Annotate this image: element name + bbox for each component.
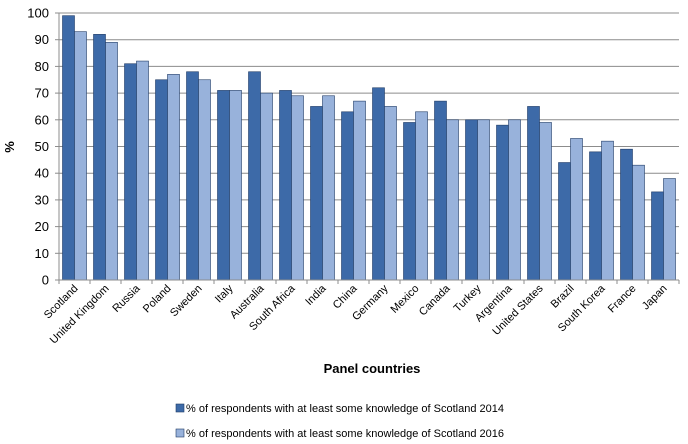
bar-2014 xyxy=(589,151,602,281)
x-tick-label: Canada xyxy=(417,282,453,318)
bar-2014 xyxy=(186,71,199,281)
bar-2016 xyxy=(136,60,149,281)
bar-2016 xyxy=(291,95,304,281)
x-axis-title: Panel countries xyxy=(324,361,421,376)
bar-2016 xyxy=(570,138,583,281)
bar-2016 xyxy=(198,79,211,281)
bar-2014 xyxy=(248,71,261,281)
y-tick-label: 10 xyxy=(35,246,49,261)
bar-2016 xyxy=(353,100,366,281)
x-tick-label: Russia xyxy=(110,282,143,315)
bar-2014 xyxy=(62,15,75,281)
bar-2016 xyxy=(260,92,273,281)
bar-2016 xyxy=(74,31,87,281)
bar-2016 xyxy=(167,74,180,281)
bar-2016 xyxy=(322,95,335,281)
y-tick-label: 60 xyxy=(35,112,49,127)
legend-swatch xyxy=(175,428,185,438)
legend-label: % of respondents with at least some know… xyxy=(186,403,504,415)
bar-2016 xyxy=(384,106,397,281)
y-tick-label: 0 xyxy=(42,273,49,288)
y-tick-label: 40 xyxy=(35,166,49,181)
bar-2016 xyxy=(446,119,459,281)
y-tick-label: 90 xyxy=(35,32,49,47)
bar-2016 xyxy=(105,42,118,281)
x-tick-label: United Kingdom xyxy=(48,283,112,347)
y-tick-label: 80 xyxy=(35,59,49,74)
bar-2016 xyxy=(477,119,490,281)
bar-2014 xyxy=(279,90,292,281)
bar-2014 xyxy=(93,34,106,281)
y-axis-title: % xyxy=(2,141,17,153)
x-tick-label: Sweden xyxy=(168,283,205,320)
bar-2016 xyxy=(663,178,676,281)
bar-2014 xyxy=(620,148,633,281)
bar-2014 xyxy=(651,191,664,281)
bar-2016 xyxy=(415,111,428,281)
bar-2016 xyxy=(601,140,614,281)
bar-2014 xyxy=(372,87,385,281)
bar-2014 xyxy=(434,100,447,281)
bar-2014 xyxy=(496,124,509,281)
bar-2016 xyxy=(632,164,645,281)
y-tick-labels: 0 10 20 30 40 50 60 70 80 90 100 xyxy=(27,6,49,288)
bar-2014 xyxy=(558,162,571,281)
bar-2014 xyxy=(217,90,230,281)
bars xyxy=(62,15,676,281)
x-tick-label: France xyxy=(606,283,639,316)
x-tick-label: Brazil xyxy=(549,283,577,311)
bar-2016 xyxy=(508,119,521,281)
bar-2014 xyxy=(465,119,478,281)
bar-2014 xyxy=(124,63,137,281)
y-tick-label: 50 xyxy=(35,139,49,154)
bar-2014 xyxy=(341,111,354,281)
y-tick-label: 30 xyxy=(35,192,49,207)
x-tick-label: Italy xyxy=(213,282,236,305)
y-tick-label: 20 xyxy=(35,219,49,234)
x-tick-label: China xyxy=(331,282,360,311)
bar-2016 xyxy=(229,90,242,281)
legend-swatch xyxy=(175,403,185,413)
axes xyxy=(55,12,680,284)
gridlines xyxy=(59,12,679,254)
x-tick-label: India xyxy=(303,282,329,308)
bar-2014 xyxy=(403,122,416,281)
bar-2014 xyxy=(155,79,168,281)
legend: % of respondents with at least some know… xyxy=(175,403,504,440)
bar-2014 xyxy=(310,106,323,281)
x-tick-label: Japan xyxy=(640,283,670,313)
y-tick-label: 100 xyxy=(27,6,49,21)
y-tick-label: 70 xyxy=(35,86,49,101)
bar-2016 xyxy=(539,122,552,281)
legend-label: % of respondents with at least some know… xyxy=(186,428,504,440)
bar-2014 xyxy=(527,106,540,281)
